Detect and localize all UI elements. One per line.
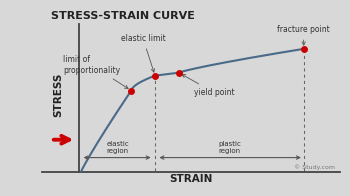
Text: yield point: yield point [182, 74, 234, 97]
Text: © Study.com: © Study.com [294, 164, 335, 170]
Point [301, 47, 307, 50]
Point [176, 71, 182, 74]
Text: STRESS-STRAIN CURVE: STRESS-STRAIN CURVE [51, 11, 195, 21]
Point [152, 74, 158, 77]
Point [128, 89, 134, 92]
Text: STRESS: STRESS [53, 73, 63, 117]
Text: fracture point: fracture point [277, 25, 330, 45]
Text: elastic limit: elastic limit [121, 34, 166, 72]
Text: limit of
proportionality: limit of proportionality [63, 55, 128, 89]
X-axis label: STRAIN: STRAIN [169, 174, 212, 184]
Text: elastic
region: elastic region [106, 141, 129, 154]
Text: plastic
region: plastic region [218, 141, 241, 154]
